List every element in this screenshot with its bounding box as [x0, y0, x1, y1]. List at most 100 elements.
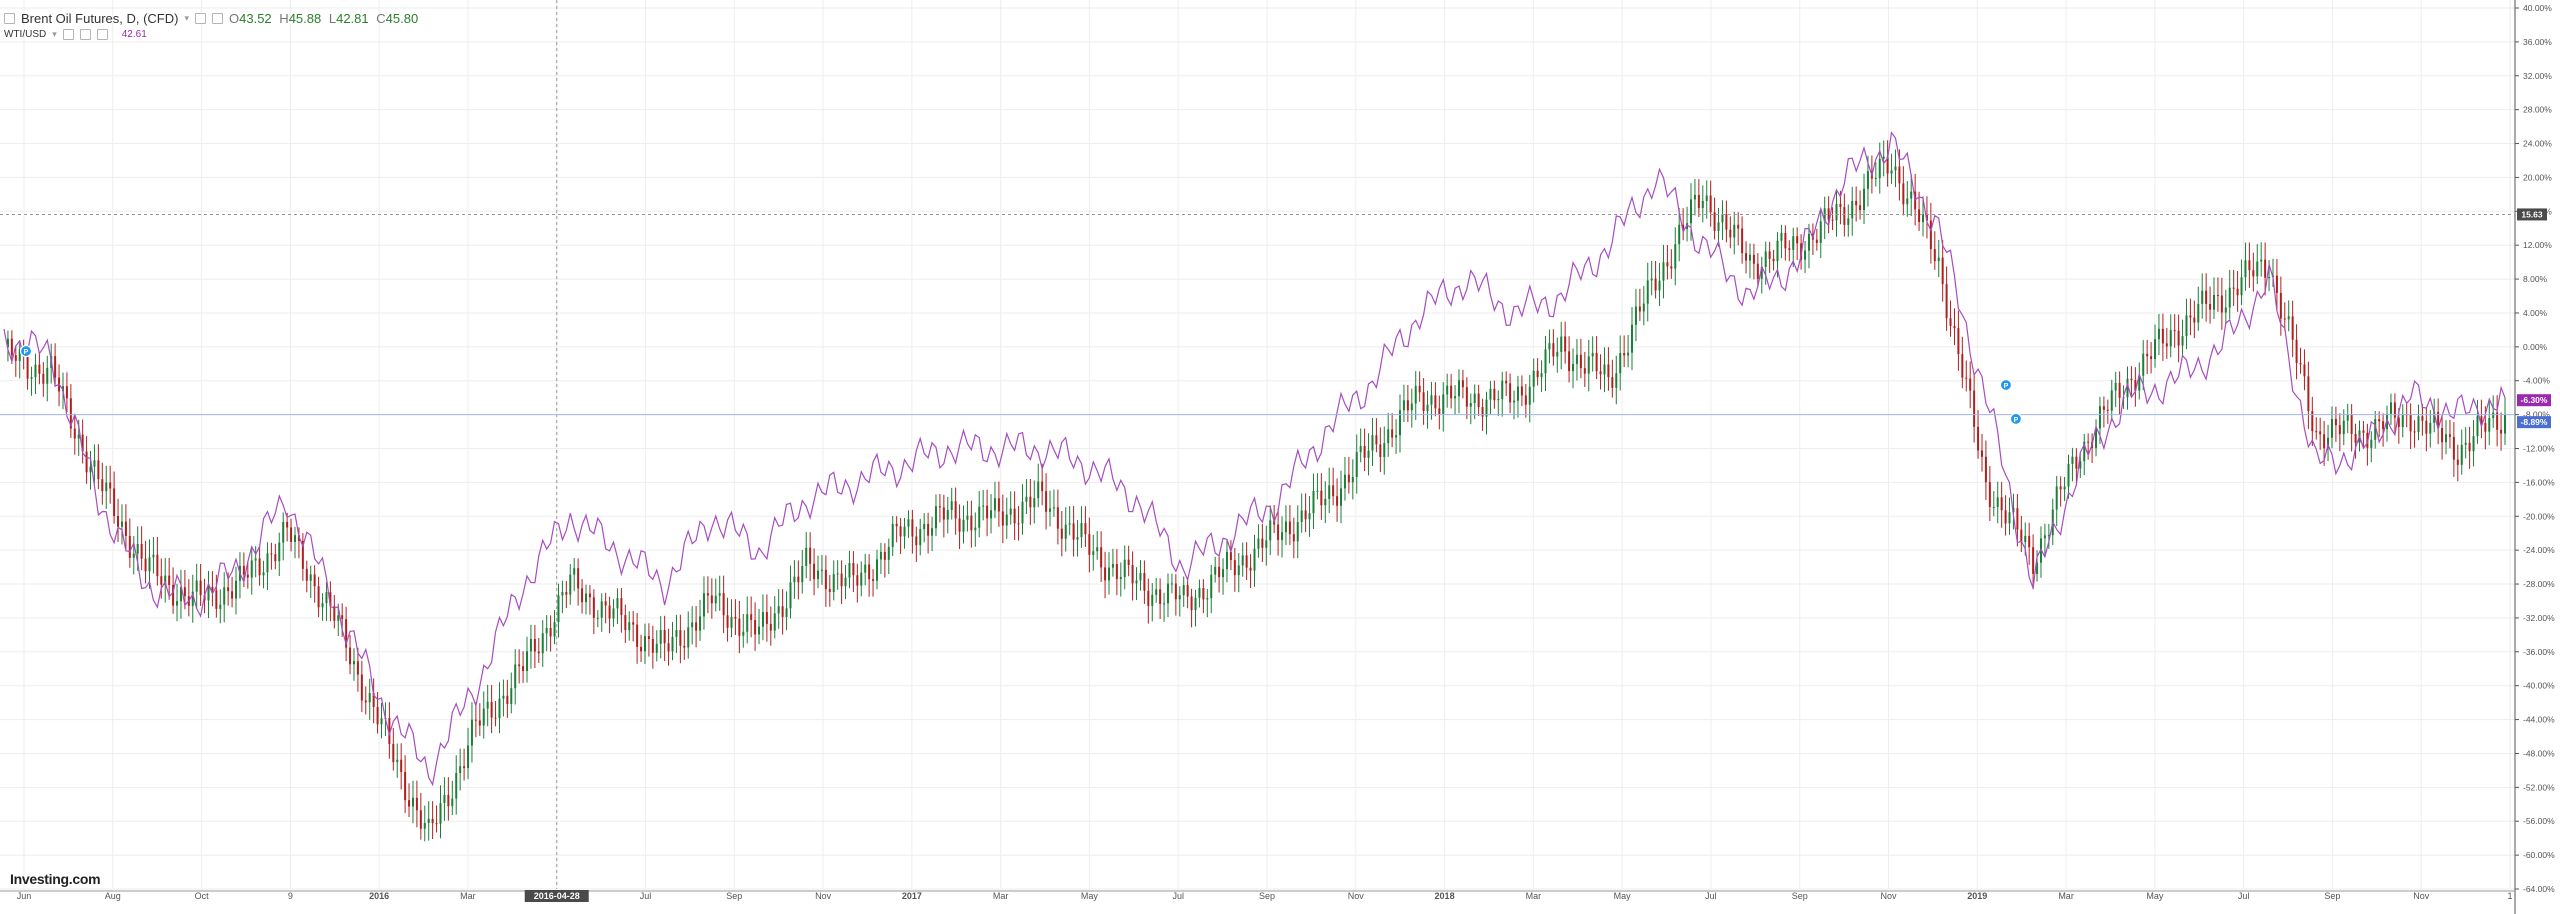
- candle: [2378, 411, 2381, 438]
- candle: [408, 783, 411, 817]
- candle: [1442, 382, 1445, 432]
- candle: [683, 630, 686, 660]
- candle: [1682, 208, 1685, 241]
- event-marker-icon[interactable]: P: [19, 344, 33, 358]
- candle: [824, 555, 827, 607]
- candle: [993, 481, 996, 519]
- svg-text:P: P: [2014, 417, 2019, 424]
- candle: [1536, 358, 1539, 386]
- candle: [1654, 260, 1657, 299]
- candle: [309, 565, 312, 598]
- candle: [140, 526, 143, 571]
- event-marker-icon[interactable]: P: [1999, 378, 2013, 392]
- candle: [2315, 417, 2318, 440]
- candle: [1194, 589, 1197, 627]
- x-tick-label: Jul: [1705, 891, 1717, 901]
- chevron-down-icon[interactable]: ▾: [52, 29, 57, 39]
- candle: [223, 572, 226, 623]
- chevron-down-icon[interactable]: ▾: [184, 13, 189, 23]
- candle: [290, 518, 293, 552]
- candle: [2071, 447, 2074, 482]
- x-tick-label: Sep: [2324, 891, 2340, 901]
- candle: [848, 550, 851, 589]
- remove-compare-icon[interactable]: [96, 29, 108, 40]
- candle: [777, 589, 780, 629]
- candle: [266, 542, 269, 590]
- candle: [687, 611, 690, 659]
- candle: [1371, 418, 1374, 466]
- candle: [726, 597, 729, 642]
- candle: [1674, 227, 1677, 286]
- candle: [415, 780, 418, 828]
- candle: [404, 755, 407, 814]
- event-marker-icon[interactable]: P: [2009, 412, 2023, 425]
- candle: [2264, 242, 2267, 296]
- candle: [120, 504, 123, 545]
- candle: [518, 649, 521, 684]
- compare-series-legend[interactable]: WTI/USD ▾ 42.61: [4, 29, 147, 40]
- visibility-toggle-icon[interactable]: [62, 29, 74, 40]
- candle: [1139, 560, 1142, 591]
- candle: [349, 634, 352, 675]
- candle: [1340, 470, 1343, 524]
- collapse-toggle-icon[interactable]: [4, 13, 15, 24]
- candle: [1111, 548, 1114, 577]
- candle: [620, 588, 623, 633]
- candle: [1615, 355, 1618, 405]
- settings-toggle-icon[interactable]: [79, 29, 91, 40]
- candle: [1166, 573, 1169, 618]
- candle: [2232, 269, 2235, 306]
- candle: [899, 518, 902, 554]
- candle: [254, 546, 257, 578]
- candle: [1552, 329, 1555, 366]
- candle: [85, 436, 88, 484]
- candle: [765, 594, 768, 642]
- candle: [211, 571, 214, 607]
- candle: [2236, 270, 2239, 312]
- candle: [2154, 324, 2157, 368]
- candle: [2472, 420, 2475, 467]
- candle: [2059, 476, 2062, 507]
- candle: [478, 703, 481, 736]
- candle: [1768, 241, 1771, 273]
- candle: [2240, 259, 2243, 306]
- candle: [1202, 579, 1205, 614]
- settings-toggle-icon[interactable]: [212, 13, 223, 24]
- crosshair-date-badge: [524, 890, 589, 902]
- candle: [1080, 506, 1083, 548]
- candle: [1752, 243, 1755, 280]
- candle: [1009, 491, 1012, 525]
- candle: [388, 702, 391, 759]
- candle: [1225, 540, 1228, 583]
- candle: [584, 584, 587, 615]
- candle: [2401, 404, 2404, 438]
- main-series-legend[interactable]: Brent Oil Futures, D, (CFD) ▾ O43.52 H45…: [4, 11, 422, 26]
- candle: [2134, 367, 2137, 407]
- candle: [773, 596, 776, 639]
- candle: [2283, 302, 2286, 331]
- candle: [65, 372, 68, 413]
- candle: [1001, 494, 1004, 544]
- candle: [1556, 337, 1559, 373]
- candle: [199, 563, 202, 607]
- candle: [474, 702, 477, 738]
- candle: [1241, 542, 1244, 577]
- candle: [191, 574, 194, 623]
- candle: [2201, 273, 2204, 319]
- candle: [1831, 207, 1834, 231]
- candle: [982, 489, 985, 521]
- candle: [1650, 260, 1653, 296]
- x-tick-label: Jun: [17, 891, 32, 901]
- candle: [1658, 263, 1661, 306]
- candle: [1402, 384, 1405, 423]
- candle: [2032, 534, 2035, 590]
- compare-value: 42.61: [121, 29, 147, 40]
- candle: [1772, 249, 1775, 271]
- candle: [1288, 505, 1291, 545]
- candle: [435, 805, 438, 833]
- candle: [1261, 524, 1264, 563]
- candle: [270, 542, 273, 570]
- visibility-toggle-icon[interactable]: [195, 13, 206, 24]
